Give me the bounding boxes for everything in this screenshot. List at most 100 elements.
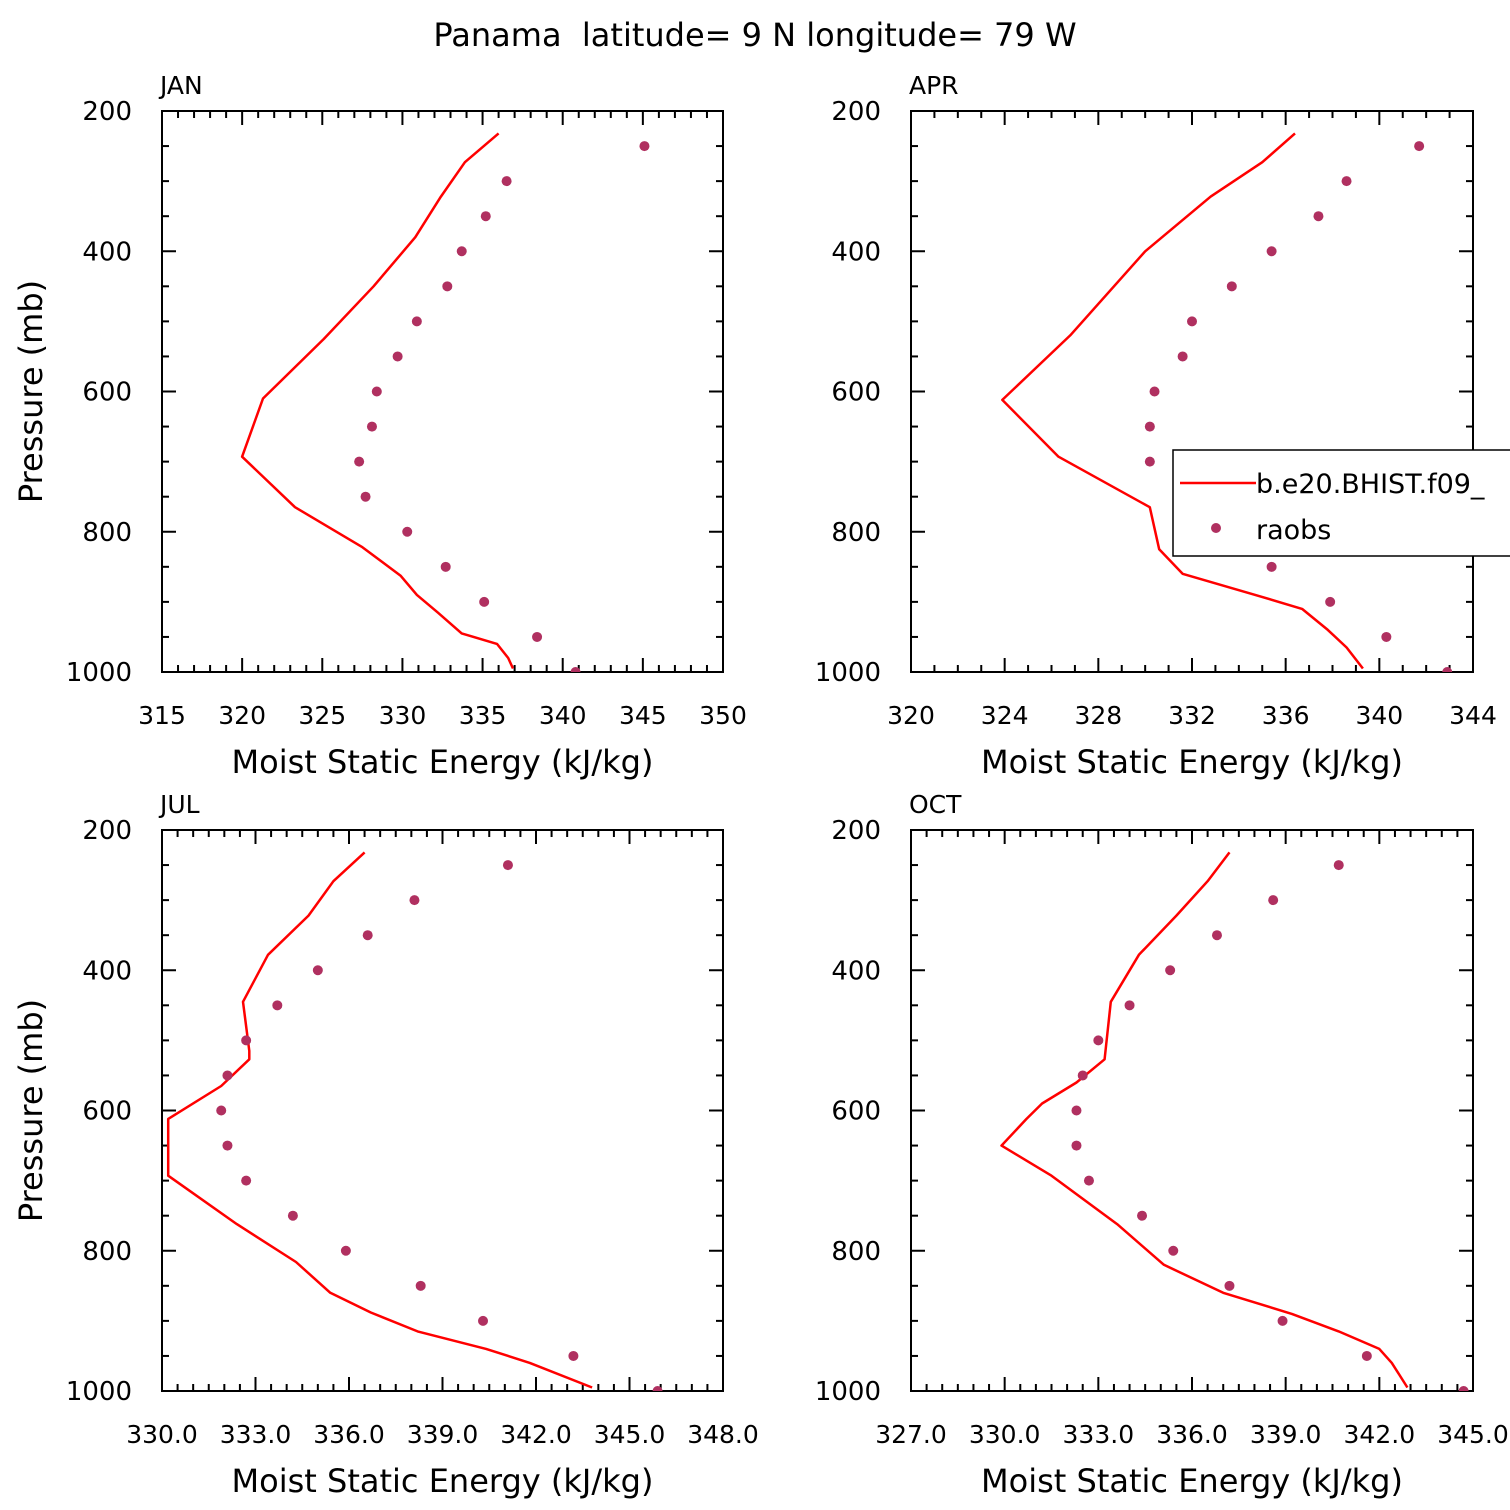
x-tick-label: 320 <box>218 701 266 730</box>
raobs-point <box>272 1000 283 1011</box>
raobs-point <box>478 1315 489 1326</box>
x-tick-label: 325 <box>298 701 346 730</box>
y-tick-label: 400 <box>82 237 132 267</box>
x-tick-label: 344 <box>1449 701 1497 730</box>
x-tick-label: 330 <box>379 701 427 730</box>
legend-box <box>1172 449 1510 557</box>
raobs-point <box>366 421 377 432</box>
raobs-point <box>354 456 365 467</box>
x-tick-label: 340 <box>1355 701 1403 730</box>
raobs-point <box>479 596 490 607</box>
y-axis-label: Pressure (mb) <box>12 999 50 1222</box>
y-tick-label: 800 <box>82 518 132 548</box>
x-tick-label: 339.0 <box>407 1420 479 1449</box>
raobs-point <box>502 860 513 871</box>
raobs-point <box>1093 1035 1104 1046</box>
panel-title: JUL <box>158 790 200 819</box>
raobs-point <box>1442 667 1453 672</box>
plot-area <box>1001 132 1453 672</box>
panel-oct: 200 400 600 800 1000 327.0 330.0 333.0 336.0 339.… <box>815 790 1509 1500</box>
y-tick-label: 600 <box>831 1097 881 1127</box>
x-tick-label: 340 <box>539 701 587 730</box>
plot-frame <box>910 110 1474 673</box>
x-axis-label: Moist Static Energy (kJ/kg) <box>981 743 1403 781</box>
plot-area <box>1000 851 1469 1391</box>
legend: b.e20.BHIST.f09_raobs <box>1172 449 1510 557</box>
raobs-point <box>1165 965 1176 976</box>
raobs-point <box>1458 1386 1469 1391</box>
raobs-point <box>411 316 422 327</box>
x-tick-label: 345 <box>619 701 667 730</box>
raobs-point <box>241 1035 252 1046</box>
legend-model-label: b.e20.BHIST.f09_ <box>1256 469 1485 500</box>
raobs-point <box>1168 1245 1179 1256</box>
y-tick-label: 800 <box>831 518 881 548</box>
x-ticks <box>910 830 1474 1391</box>
raobs-point <box>415 1280 426 1291</box>
legend-marker-swatch <box>1211 523 1221 533</box>
y-tick-label: 600 <box>82 1097 132 1127</box>
plot-frame <box>910 829 1474 1392</box>
x-axis-label: Moist Static Energy (kJ/kg) <box>232 743 654 781</box>
raobs-point <box>1083 1175 1094 1186</box>
x-tick-label: 342.0 <box>1344 1420 1416 1449</box>
x-ticks <box>910 111 1474 672</box>
x-ticks <box>161 111 724 672</box>
model-profile-line <box>240 132 515 670</box>
raobs-point <box>409 895 420 906</box>
y-tick-label: 1000 <box>815 658 881 688</box>
x-tick-label: 330.0 <box>126 1420 198 1449</box>
raobs-point <box>568 1350 579 1361</box>
raobs-point <box>570 667 581 672</box>
raobs-point <box>392 351 403 362</box>
raobs-point <box>1268 895 1279 906</box>
y-tick-label: 800 <box>82 1237 132 1267</box>
raobs-point <box>440 561 451 572</box>
y-tick-label: 200 <box>831 97 881 127</box>
y-tick-label: 800 <box>831 1237 881 1267</box>
raobs-point <box>456 246 467 257</box>
panel-title: APR <box>909 71 959 100</box>
x-tick-label: 333.0 <box>1063 1420 1135 1449</box>
raobs-point <box>1071 1140 1082 1151</box>
plot-area <box>240 132 650 672</box>
x-tick-label: 327.0 <box>875 1420 947 1449</box>
raobs-point <box>1325 596 1336 607</box>
x-tick-label: 345.0 <box>594 1420 666 1449</box>
raobs-point <box>639 141 650 152</box>
x-tick-label: 345.0 <box>1437 1420 1509 1449</box>
y-ticks <box>911 829 1473 1392</box>
x-tick-label: 336.0 <box>1156 1420 1228 1449</box>
y-ticks <box>911 110 1473 673</box>
raobs-point <box>1177 351 1188 362</box>
x-ticks <box>161 830 724 1391</box>
raobs-point <box>1333 860 1344 871</box>
raobs-point <box>371 386 382 397</box>
raobs-point <box>1187 316 1197 327</box>
y-tick-label: 1000 <box>66 1377 132 1407</box>
y-tick-label: 400 <box>831 237 881 267</box>
x-tick-label: 330.0 <box>969 1420 1041 1449</box>
plot-area <box>166 851 663 1391</box>
model-profile-line <box>1001 132 1364 670</box>
y-tick-label: 200 <box>831 816 881 846</box>
raobs-point <box>652 1386 663 1391</box>
x-tick-label: 336 <box>1262 701 1310 730</box>
x-tick-label: 350 <box>699 701 747 730</box>
y-tick-label: 600 <box>831 378 881 408</box>
x-tick-label: 348.0 <box>687 1420 759 1449</box>
raobs-point <box>442 281 453 292</box>
raobs-point <box>312 965 323 976</box>
raobs-point <box>340 1245 351 1256</box>
x-tick-label: 320 <box>887 701 935 730</box>
raobs-point <box>1277 1315 1288 1326</box>
raobs-point <box>501 176 512 187</box>
raobs-point <box>1071 1105 1082 1116</box>
raobs-point <box>532 631 543 642</box>
y-ticks <box>162 829 723 1392</box>
raobs-point <box>1266 246 1277 257</box>
model-profile-line <box>1000 851 1409 1389</box>
